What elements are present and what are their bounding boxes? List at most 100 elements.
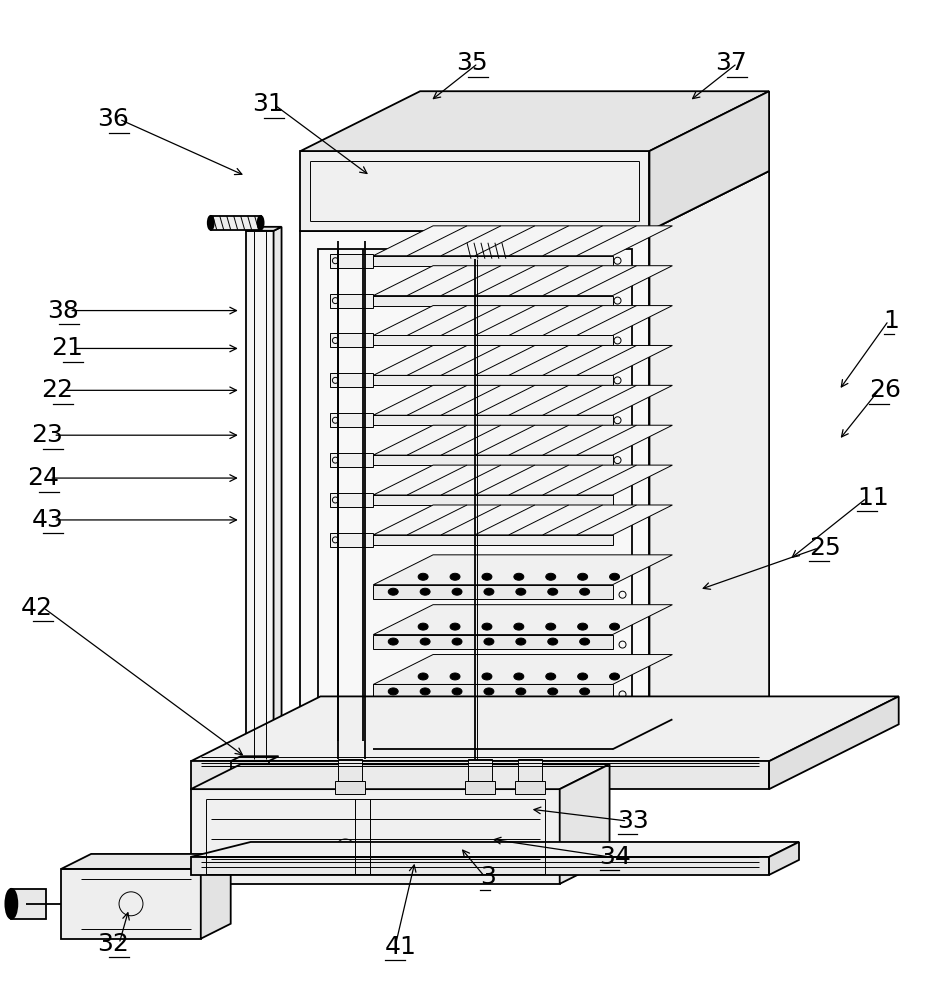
Polygon shape: [373, 385, 672, 415]
Polygon shape: [61, 854, 231, 869]
Polygon shape: [211, 216, 260, 230]
Ellipse shape: [420, 688, 430, 695]
Ellipse shape: [388, 688, 398, 695]
Ellipse shape: [420, 638, 430, 645]
Polygon shape: [330, 413, 373, 427]
Ellipse shape: [450, 673, 460, 680]
Ellipse shape: [514, 623, 524, 630]
Ellipse shape: [452, 688, 462, 695]
Ellipse shape: [461, 243, 469, 259]
Polygon shape: [518, 759, 542, 781]
Polygon shape: [273, 227, 282, 759]
Polygon shape: [373, 585, 613, 599]
Polygon shape: [61, 869, 201, 939]
Polygon shape: [373, 555, 672, 585]
Ellipse shape: [578, 673, 588, 680]
Ellipse shape: [609, 573, 619, 580]
Text: 33: 33: [618, 809, 649, 833]
Ellipse shape: [484, 638, 494, 645]
Polygon shape: [330, 373, 373, 387]
Polygon shape: [373, 256, 613, 266]
Text: 32: 32: [97, 932, 129, 956]
Text: 21: 21: [51, 336, 83, 360]
Ellipse shape: [548, 688, 558, 695]
Polygon shape: [191, 764, 609, 789]
Polygon shape: [468, 759, 492, 781]
Polygon shape: [191, 857, 769, 875]
Polygon shape: [649, 91, 769, 231]
Polygon shape: [231, 761, 269, 789]
Ellipse shape: [452, 588, 462, 595]
Ellipse shape: [578, 573, 588, 580]
Text: 35: 35: [457, 51, 488, 75]
Polygon shape: [336, 781, 365, 794]
Text: 22: 22: [41, 378, 73, 402]
Polygon shape: [330, 493, 373, 507]
Ellipse shape: [482, 573, 492, 580]
Polygon shape: [373, 495, 613, 505]
Polygon shape: [300, 151, 649, 231]
Ellipse shape: [546, 673, 556, 680]
Text: 23: 23: [32, 423, 63, 447]
Text: 42: 42: [21, 596, 53, 620]
Ellipse shape: [450, 573, 460, 580]
Polygon shape: [373, 296, 613, 306]
Polygon shape: [373, 306, 672, 335]
Text: 26: 26: [869, 378, 901, 402]
Polygon shape: [373, 335, 613, 345]
Text: 11: 11: [857, 486, 888, 510]
Polygon shape: [769, 696, 898, 789]
Text: 25: 25: [809, 536, 841, 560]
Text: 1: 1: [884, 309, 899, 333]
Polygon shape: [373, 635, 613, 649]
Ellipse shape: [258, 216, 263, 230]
Text: 24: 24: [27, 466, 60, 490]
Ellipse shape: [388, 588, 398, 595]
Polygon shape: [330, 294, 373, 308]
Ellipse shape: [609, 623, 619, 630]
Ellipse shape: [514, 673, 524, 680]
Polygon shape: [373, 455, 613, 465]
Ellipse shape: [506, 243, 514, 259]
Polygon shape: [373, 375, 613, 385]
Polygon shape: [373, 266, 672, 296]
Polygon shape: [465, 243, 510, 259]
Polygon shape: [191, 789, 560, 884]
Text: 38: 38: [47, 299, 79, 323]
Ellipse shape: [579, 688, 590, 695]
Text: 43: 43: [32, 508, 63, 532]
Ellipse shape: [514, 573, 524, 580]
Polygon shape: [246, 227, 282, 231]
Ellipse shape: [388, 638, 398, 645]
Ellipse shape: [482, 673, 492, 680]
Polygon shape: [373, 226, 672, 256]
Polygon shape: [231, 756, 279, 761]
Ellipse shape: [420, 588, 430, 595]
Ellipse shape: [452, 638, 462, 645]
Polygon shape: [373, 535, 613, 545]
Polygon shape: [330, 533, 373, 547]
Polygon shape: [769, 842, 799, 875]
Ellipse shape: [516, 588, 525, 595]
Text: 34: 34: [600, 845, 631, 869]
Text: 31: 31: [252, 92, 284, 116]
Polygon shape: [191, 842, 799, 857]
Text: 3: 3: [480, 865, 496, 889]
Polygon shape: [330, 333, 373, 347]
Ellipse shape: [516, 688, 525, 695]
Polygon shape: [373, 465, 672, 495]
Polygon shape: [649, 171, 769, 759]
Polygon shape: [373, 605, 672, 635]
Polygon shape: [373, 655, 672, 684]
Ellipse shape: [546, 573, 556, 580]
Ellipse shape: [578, 623, 588, 630]
Ellipse shape: [484, 588, 494, 595]
Polygon shape: [373, 505, 672, 535]
Polygon shape: [465, 781, 495, 794]
Ellipse shape: [6, 889, 18, 919]
Polygon shape: [373, 425, 672, 455]
Polygon shape: [300, 231, 649, 759]
Polygon shape: [201, 854, 231, 939]
Ellipse shape: [207, 216, 214, 230]
Polygon shape: [330, 453, 373, 467]
